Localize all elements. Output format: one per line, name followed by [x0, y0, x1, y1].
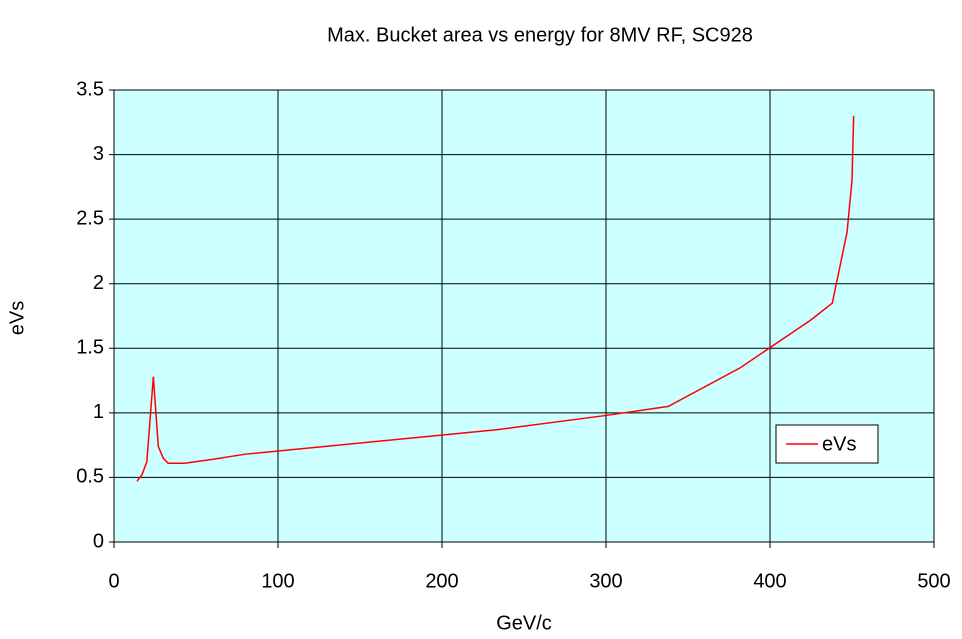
- x-tick-label: 0: [108, 570, 119, 592]
- x-tick-label: 400: [753, 570, 786, 592]
- y-tick-label: 1: [93, 401, 104, 423]
- y-tick-label: 2: [93, 272, 104, 294]
- x-tick-label: 500: [917, 570, 950, 592]
- y-tick-label: 2.5: [76, 207, 104, 229]
- y-axis-label: eVs: [6, 301, 28, 335]
- x-axis-label: GeV/c: [496, 612, 552, 634]
- y-tick-label: 1.5: [76, 337, 104, 359]
- x-tick-label: 100: [261, 570, 294, 592]
- plot-area: [113, 89, 935, 543]
- y-tick-label: 0: [93, 530, 104, 552]
- chart-title: Max. Bucket area vs energy for 8MV RF, S…: [327, 24, 753, 46]
- y-tick-label: 0.5: [76, 466, 104, 488]
- x-tick-label: 300: [589, 570, 622, 592]
- y-tick-label: 3.5: [76, 78, 104, 100]
- legend-label: eVs: [822, 433, 856, 455]
- y-tick-label: 3: [93, 143, 104, 165]
- x-tick-label: 200: [425, 570, 458, 592]
- series-line: [136, 115, 855, 482]
